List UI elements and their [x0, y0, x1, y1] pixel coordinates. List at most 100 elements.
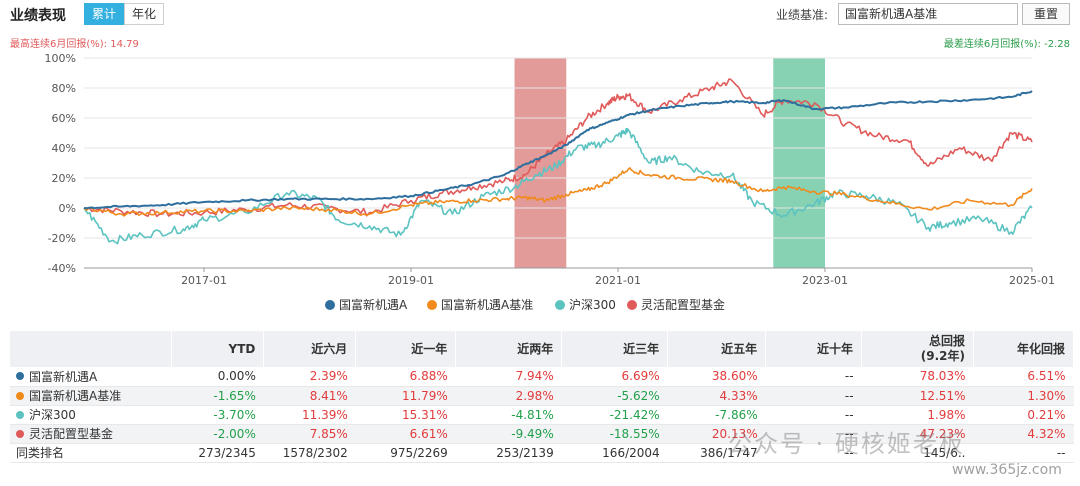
legend-marker-benchmark — [427, 300, 437, 310]
y-tick-label: 40% — [52, 142, 76, 155]
table-row: 国富新机遇A 0.00% 2.39% 6.88% 7.94% 6.69% 38.60% -- 7… — [10, 367, 1074, 387]
row-name[interactable]: 沪深300 — [10, 405, 172, 425]
series-dot-icon — [16, 429, 24, 438]
table-cell: 20.13% — [667, 424, 766, 444]
legend-marker-fund — [325, 300, 335, 310]
table-cell: 6.51% — [973, 367, 1074, 387]
x-tick-label: 2023-01 — [802, 274, 848, 287]
table-cell: 47.23% — [861, 424, 974, 444]
table-cell: 6.88% — [355, 367, 456, 387]
benchmark-select[interactable]: 国富新机遇A基准 — [838, 3, 1018, 25]
table-cell: 145/6.. — [861, 443, 974, 463]
row-name[interactable]: 灵活配置型基金 — [10, 424, 172, 444]
table-cell: 975/2269 — [355, 443, 456, 463]
table-cell: -7.86% — [667, 405, 766, 425]
table-cell: -18.55% — [561, 424, 668, 444]
column-header: 近三年 — [561, 331, 669, 367]
table-row: 国富新机遇A基准 -1.65% 8.41% 11.79% 2.98% -5.62% 4.33… — [10, 386, 1074, 406]
table-cell: -- — [765, 367, 862, 387]
table-cell: 11.79% — [355, 386, 456, 406]
table-cell: 386/1747 — [667, 443, 766, 463]
table-cell: 1.98% — [861, 405, 974, 425]
performance-chart: 100% 80% 60% 40% 20% 0% -20% -40% 2017-01 2019-01… — [0, 50, 1080, 320]
legend-label-category: 灵活配置型基金 — [641, 297, 725, 312]
row-name: 同类排名 — [10, 443, 172, 463]
watermark-url: www.365jz.com — [952, 462, 1062, 478]
legend-label-fund: 国富新机遇A — [339, 297, 408, 312]
column-header: 近五年 — [667, 331, 767, 367]
min-6m-value: -2.28 — [1044, 39, 1070, 50]
x-tick-label: 2021-01 — [595, 274, 641, 287]
table-cell: -9.49% — [455, 424, 562, 444]
max-6m-value: 14.79 — [110, 39, 139, 50]
row-name[interactable]: 国富新机遇A基准 — [10, 386, 172, 406]
y-tick-label: -40% — [48, 262, 76, 275]
table-cell: -- — [765, 424, 862, 444]
series-line-benchmark — [83, 167, 1033, 217]
column-header: 近一年 — [355, 331, 457, 367]
legend-marker-csi300 — [555, 300, 565, 310]
column-header: 近六月 — [263, 331, 357, 367]
table-cell: 2.39% — [263, 367, 356, 387]
y-tick-label: 20% — [52, 172, 76, 185]
table-cell: -21.42% — [561, 405, 668, 425]
row-name[interactable]: 国富新机遇A — [10, 367, 172, 387]
table-cell: 166/2004 — [561, 443, 668, 463]
table-cell: 0.21% — [973, 405, 1074, 425]
table-cell: 4.32% — [973, 424, 1074, 444]
table-cell: 6.69% — [561, 367, 668, 387]
table-cell: 7.94% — [455, 367, 562, 387]
table-cell: -- — [765, 405, 862, 425]
max-6m-return: 最高连续6月回报(%): 14.79 — [10, 35, 139, 50]
chart-legend: 国富新机遇A 国富新机遇A基准 沪深300 灵活配置型基金 — [325, 297, 725, 312]
table-body: 国富新机遇A 0.00% 2.39% 6.88% 7.94% 6.69% 38.60% -- 7… — [10, 367, 1074, 463]
benchmark-label: 业绩基准: — [776, 8, 829, 22]
table-cell: -5.62% — [561, 386, 668, 406]
returns-table: YTD 近六月 近一年 近两年 近三年 近五年 近十年 总回报 (9.2年) 年化回报 国富新机遇… — [10, 331, 1075, 463]
table-row: 同类排名 273/2345 1578/2302 975/2269 253/2139 166… — [10, 443, 1074, 463]
series-dot-icon — [16, 372, 24, 381]
table-cell: 11.39% — [263, 405, 356, 425]
watermark-text: 公众号 · 硬核姬老板 — [728, 430, 965, 458]
series-dot-icon — [16, 410, 24, 419]
table-cell: 15.31% — [355, 405, 456, 425]
legend-label-csi300: 沪深300 — [569, 298, 616, 312]
tab-cumulative[interactable]: 累计 — [84, 3, 124, 25]
min-6m-label: 最差连续6月回报(%): — [943, 39, 1041, 50]
table-cell: 273/2345 — [171, 443, 264, 463]
highlight-band-worst — [773, 58, 826, 268]
y-tick-label: 100% — [45, 52, 76, 65]
min-6m-return: 最差连续6月回报(%): -2.28 — [944, 35, 1070, 50]
x-tick-label: 2019-01 — [388, 274, 434, 287]
series-line-csi300 — [83, 127, 1033, 245]
x-tick-label: 2017-01 — [181, 274, 227, 287]
legend-marker-category — [627, 300, 637, 310]
table-cell: 8.41% — [263, 386, 356, 406]
table-cell: 6.61% — [355, 424, 456, 444]
table-header-row: YTD 近六月 近一年 近两年 近三年 近五年 近十年 总回报 (9.2年) 年化回报 — [10, 331, 1075, 367]
column-header: 总回报 (9.2年) — [861, 331, 974, 367]
table-cell: 253/2139 — [455, 443, 562, 463]
table-cell: 4.33% — [667, 386, 766, 406]
column-header: 近两年 — [455, 331, 563, 367]
table-cell: -2.00% — [171, 424, 264, 444]
column-header: 年化回报 — [973, 331, 1075, 367]
column-header — [10, 331, 173, 367]
column-header: 近十年 — [765, 331, 863, 367]
table-cell: 2.98% — [455, 386, 562, 406]
table-cell: 1578/2302 — [263, 443, 356, 463]
max-6m-label: 最高连续6月回报(%): — [10, 39, 108, 50]
tab-annualized[interactable]: 年化 — [124, 3, 164, 25]
y-tick-label: 0% — [59, 202, 76, 215]
series-dot-icon — [16, 391, 24, 400]
section-title: 业绩表现 — [10, 8, 66, 24]
reset-button[interactable]: 重置 — [1022, 3, 1070, 25]
y-tick-label: -20% — [48, 232, 76, 245]
y-tick-label: 60% — [52, 112, 76, 125]
x-tick-label: 2025-01 — [1009, 274, 1055, 287]
table-cell: 38.60% — [667, 367, 766, 387]
table-row: 沪深300 -3.70% 11.39% 15.31% -4.81% -21.42% -7.8… — [10, 405, 1074, 425]
toolbar: 业绩表现 累计 年化 业绩基准: 国富新机遇A基准 重置 — [0, 0, 1080, 30]
chart-svg: 100% 80% 60% 40% 20% 0% -20% -40% 2017-01 2019-01… — [45, 52, 1055, 312]
table-cell: -- — [765, 443, 862, 463]
